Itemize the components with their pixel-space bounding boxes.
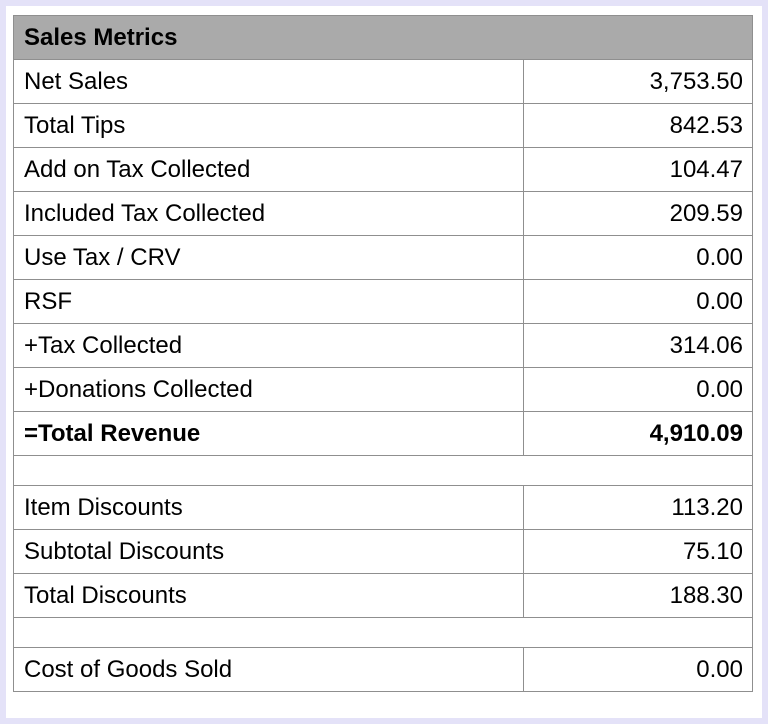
table-row-donations-collected: +Donations Collected 0.00 [13, 367, 754, 412]
row-label: =Total Revenue [13, 411, 524, 456]
table-row-total-revenue: =Total Revenue 4,910.09 [13, 411, 754, 456]
row-label: Item Discounts [13, 485, 524, 530]
row-value: 0.00 [522, 279, 754, 324]
row-label: Add on Tax Collected [13, 147, 524, 192]
table-row-item-discounts: Item Discounts 113.20 [13, 485, 754, 530]
table-row-cost-of-goods-sold: Cost of Goods Sold 0.00 [13, 647, 754, 692]
row-value: 188.30 [522, 573, 754, 618]
table-row-included-tax: Included Tax Collected 209.59 [13, 191, 754, 236]
row-value: 75.10 [522, 529, 754, 574]
table-row-subtotal-discounts: Subtotal Discounts 75.10 [13, 529, 754, 574]
row-value: 0.00 [522, 235, 754, 280]
row-value: 209.59 [522, 191, 754, 236]
row-label: Use Tax / CRV [13, 235, 524, 280]
row-label: Net Sales [13, 59, 524, 104]
table-title: Sales Metrics [13, 15, 753, 60]
table-row-total-tips: Total Tips 842.53 [13, 103, 754, 148]
table-row-rsf: RSF 0.00 [13, 279, 754, 324]
table-row-add-on-tax: Add on Tax Collected 104.47 [13, 147, 754, 192]
row-label: RSF [13, 279, 524, 324]
table-row-use-tax-crv: Use Tax / CRV 0.00 [13, 235, 754, 280]
row-label: Total Tips [13, 103, 524, 148]
row-label: Included Tax Collected [13, 191, 524, 236]
spacer-row [13, 617, 753, 648]
row-value: 4,910.09 [522, 411, 754, 456]
row-value: 0.00 [522, 367, 754, 412]
row-label: +Donations Collected [13, 367, 524, 412]
spacer-cell [13, 455, 753, 486]
row-label: +Tax Collected [13, 323, 524, 368]
spacer-row [13, 455, 753, 486]
row-value: 0.00 [522, 647, 754, 692]
row-value: 104.47 [522, 147, 754, 192]
row-value: 113.20 [522, 485, 754, 530]
row-label: Subtotal Discounts [13, 529, 524, 574]
row-value: 314.06 [522, 323, 754, 368]
table-row-tax-collected: +Tax Collected 314.06 [13, 323, 754, 368]
row-value: 842.53 [522, 103, 754, 148]
table-header-row: Sales Metrics [13, 15, 753, 60]
spacer-cell [13, 617, 753, 648]
row-label: Cost of Goods Sold [13, 647, 524, 692]
row-label: Total Discounts [13, 573, 524, 618]
table-row-total-discounts: Total Discounts 188.30 [13, 573, 754, 618]
row-value: 3,753.50 [522, 59, 754, 104]
table-row-net-sales: Net Sales 3,753.50 [13, 59, 754, 104]
sales-metrics-table: Sales Metrics Net Sales 3,753.50 Total T… [13, 15, 754, 692]
